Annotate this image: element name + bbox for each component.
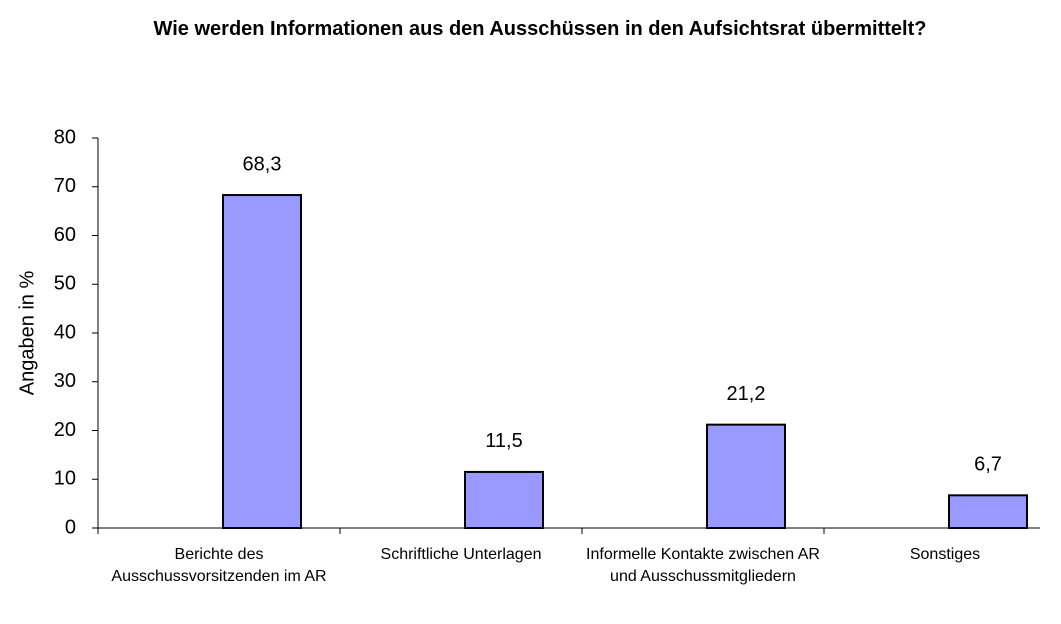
y-tick-label: 20 <box>54 419 76 441</box>
bar <box>706 423 786 529</box>
y-tick-label: 80 <box>54 126 76 148</box>
y-tick-label: 10 <box>54 468 76 490</box>
bar <box>464 470 544 529</box>
value-label: 68,3 <box>243 153 282 175</box>
x-tick-label: Berichte des Ausschussvorsitzenden im AR <box>111 546 327 585</box>
bar <box>948 494 1028 529</box>
y-tick-label: 60 <box>54 224 76 246</box>
value-label: 6,7 <box>974 454 1002 476</box>
bar <box>222 194 302 529</box>
y-tick-label: 70 <box>54 175 76 197</box>
y-tick-label: 40 <box>54 321 76 343</box>
value-label: 11,5 <box>485 430 522 452</box>
x-tick-label: Informelle Kontakte zwischen AR und Auss… <box>586 546 820 585</box>
y-axis-label: Angaben in % <box>16 271 38 396</box>
x-tick-label: Sonstiges <box>909 546 981 563</box>
y-tick-label: 30 <box>54 370 76 392</box>
value-label: 21,2 <box>727 383 766 405</box>
chart-title: Wie werden Informationen aus den Ausschü… <box>153 18 927 40</box>
y-tick-label: 0 <box>65 516 76 538</box>
y-tick-label: 50 <box>54 273 76 295</box>
x-tick-label: Schriftliche Unterlagen <box>380 546 542 563</box>
